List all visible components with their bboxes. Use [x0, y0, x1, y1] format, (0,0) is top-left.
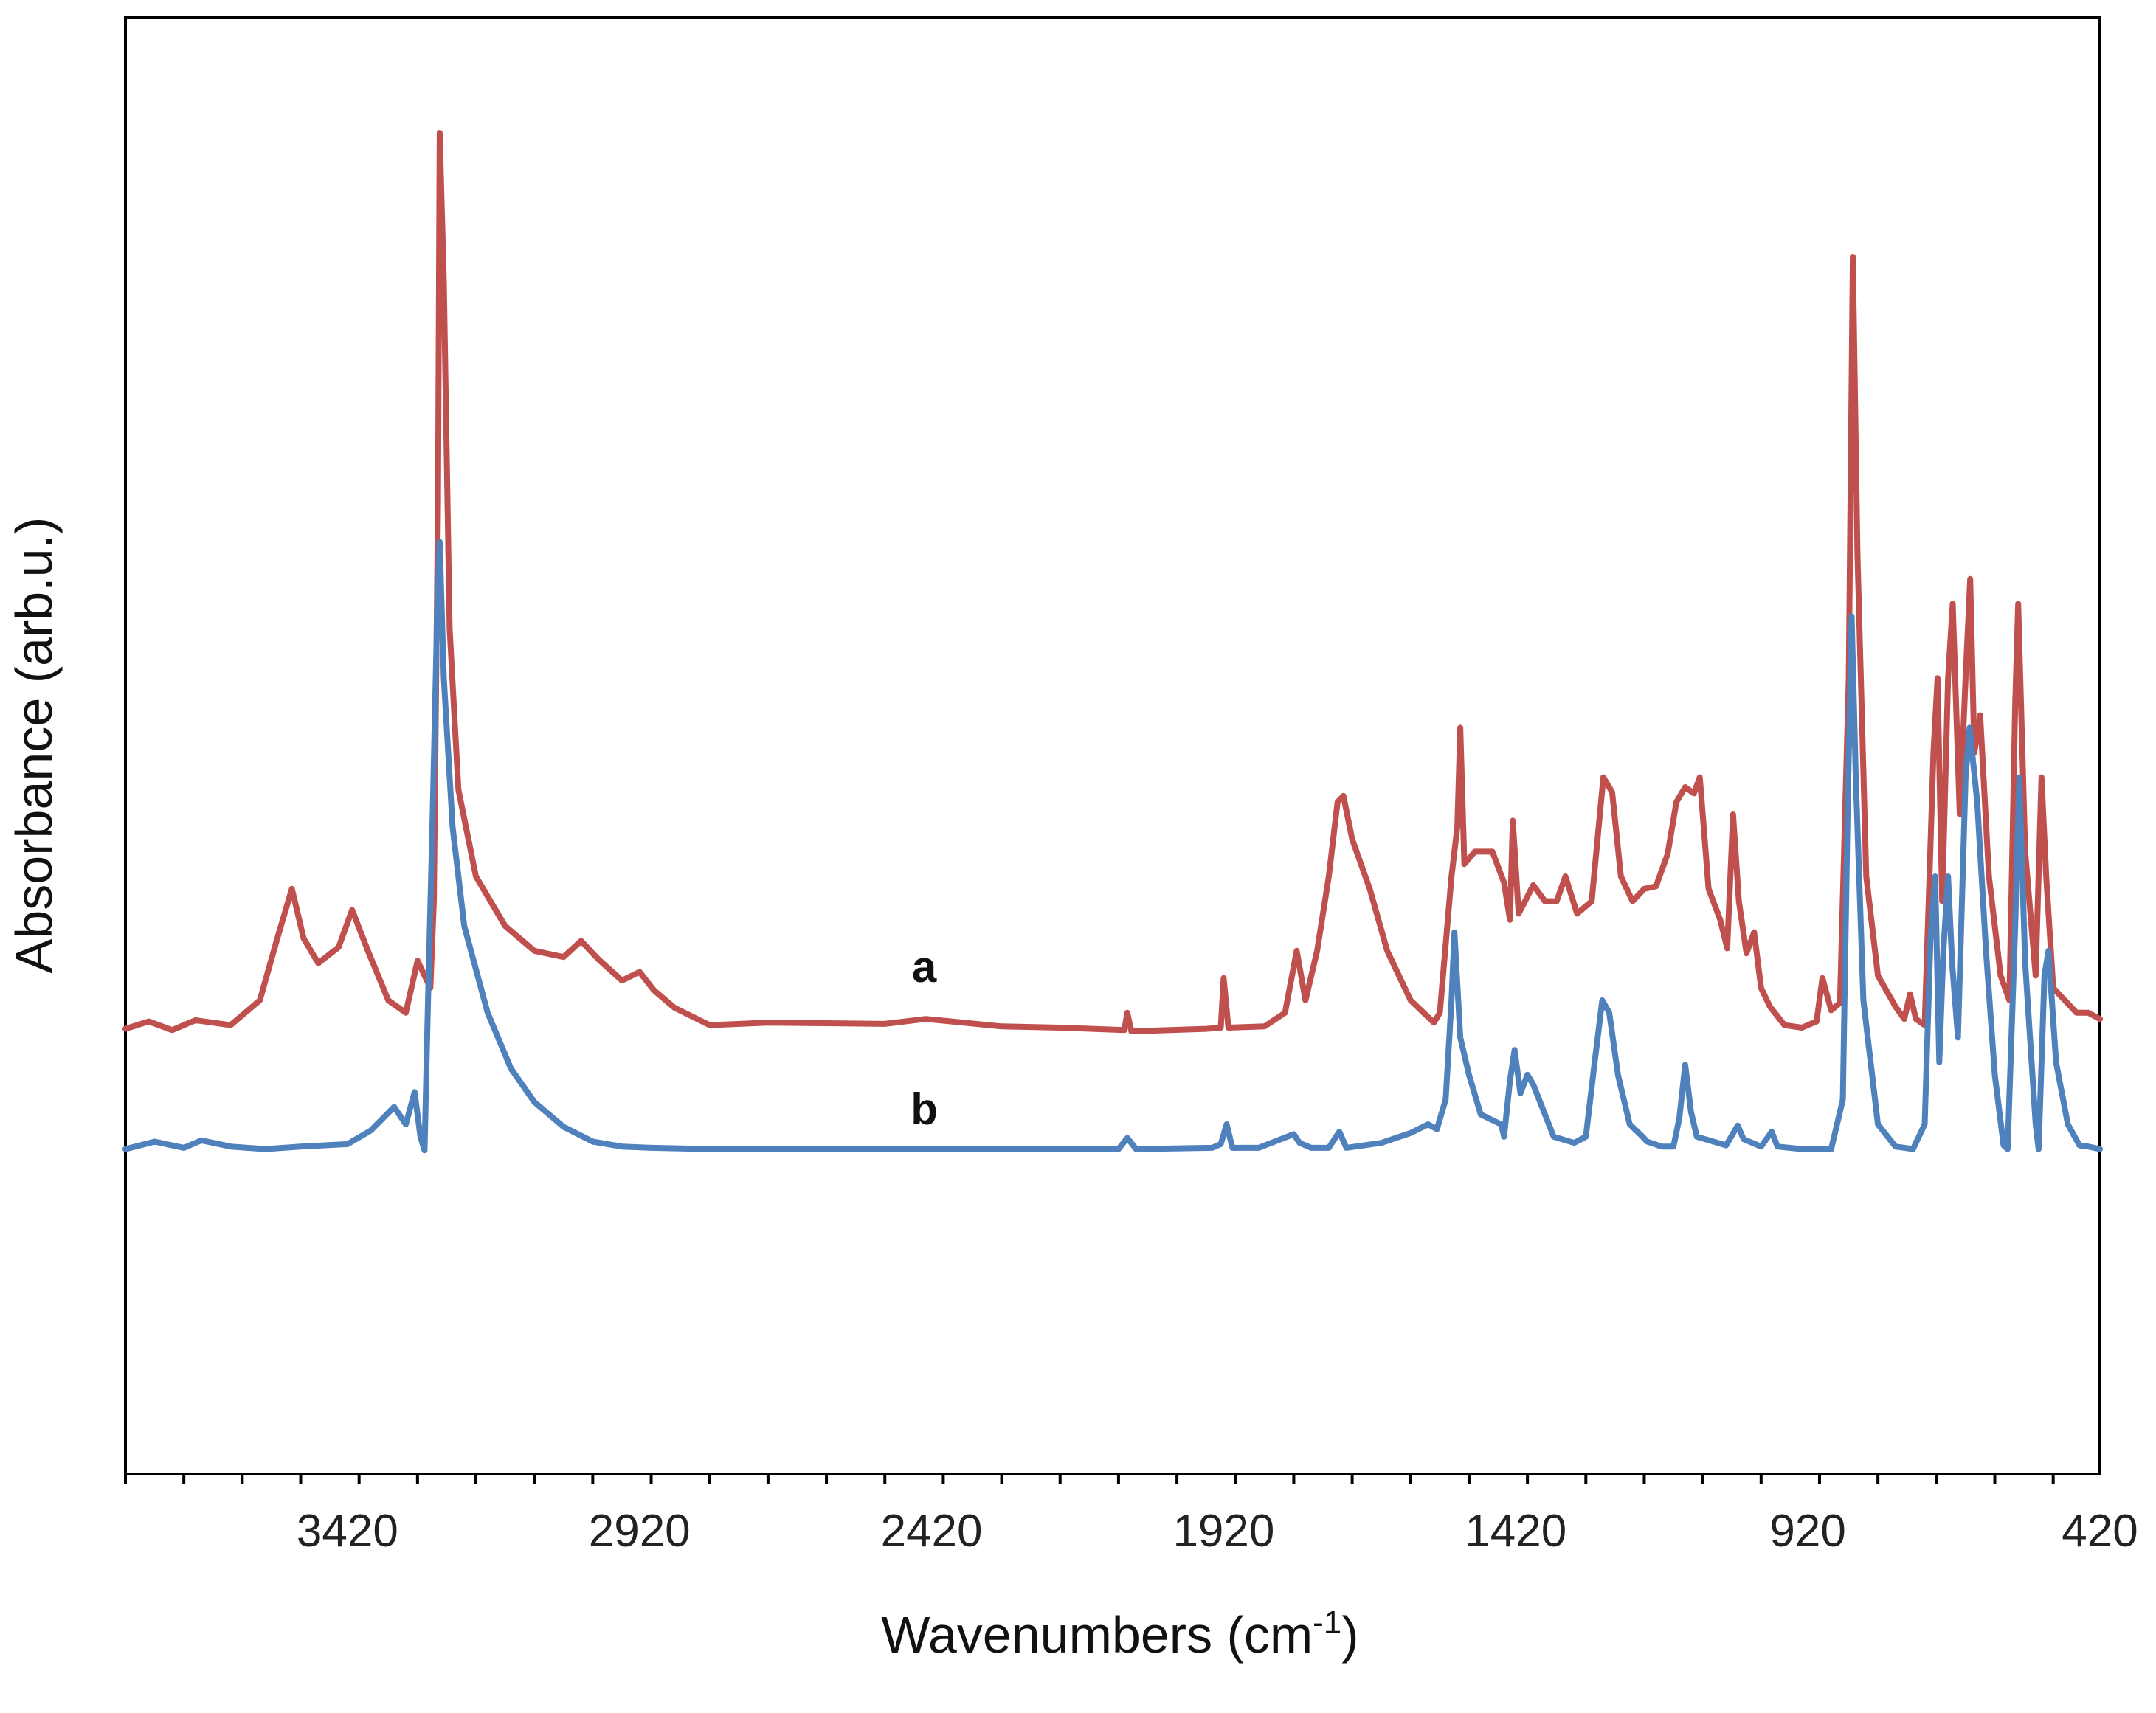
x-tick-label: 1420 [1465, 1506, 1566, 1557]
x-axis-title-superscript: -1 [1313, 1605, 1341, 1641]
x-tick-label: 2920 [589, 1506, 691, 1557]
x-tick-label: 1920 [1172, 1506, 1274, 1557]
x-axis-title-main: Wavenumbers (cm [881, 1606, 1313, 1664]
x-axis: 3420 2920 2420 1920 1420 920 420 [124, 1474, 2138, 1557]
x-tick-label: 920 [1769, 1506, 1845, 1557]
y-axis-title: Absorbance (arb.u.) [5, 517, 63, 974]
x-axis-title: Wavenumbers (cm-1) [881, 1605, 1358, 1664]
series-label-b: b [911, 1084, 938, 1134]
x-axis-title-suffix: ) [1341, 1606, 1358, 1664]
annotations: ab [911, 942, 938, 1134]
plot-area [124, 16, 2101, 1475]
x-tick-label: 3420 [297, 1506, 398, 1557]
x-tick-label: 2420 [881, 1506, 983, 1557]
series-line-a [122, 130, 2103, 1034]
series-group [122, 130, 2103, 1154]
series-label-a: a [912, 942, 937, 992]
x-tick-label: 420 [2062, 1506, 2138, 1557]
series-line-b [122, 539, 2103, 1154]
plot-frame [124, 16, 2101, 1475]
